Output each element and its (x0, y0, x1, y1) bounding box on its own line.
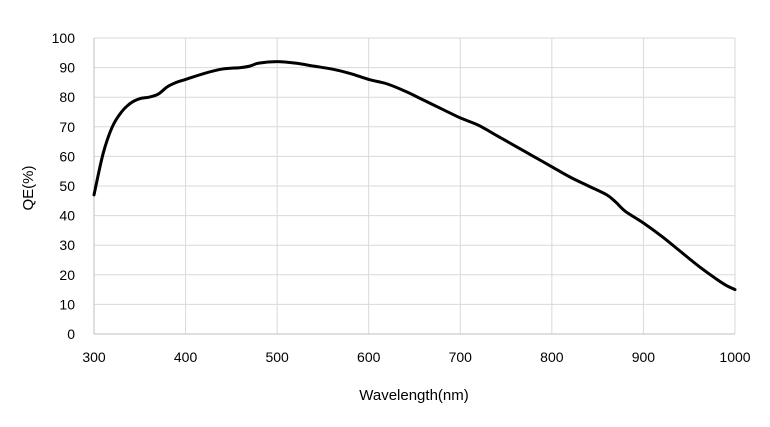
y-tick-label: 60 (59, 148, 75, 164)
y-tick-label: 100 (52, 30, 76, 46)
y-tick-label: 90 (59, 60, 75, 76)
y-tick-label: 10 (59, 296, 75, 312)
x-tick-label: 300 (82, 349, 106, 365)
x-tick-label: 800 (540, 349, 564, 365)
x-tick-label: 600 (357, 349, 381, 365)
x-tick-label: 500 (265, 349, 289, 365)
qe-series-line (92, 60, 737, 292)
x-tick-label: 400 (174, 349, 198, 365)
y-tick-label: 0 (67, 326, 75, 342)
tick-labels: 0 10 20 30 40 50 60 70 80 90 100 300 400 500 600 700 800… (52, 30, 751, 365)
series-layer (92, 60, 737, 292)
y-tick-label: 70 (59, 119, 75, 135)
x-tick-label: 700 (449, 349, 473, 365)
x-tick-label: 1000 (719, 349, 750, 365)
x-tick-label: 900 (632, 349, 656, 365)
y-tick-label: 80 (59, 89, 75, 105)
x-axis-label: Wavelength(nm) (359, 387, 468, 404)
y-tick-label: 50 (59, 178, 75, 194)
y-tick-label: 40 (59, 208, 75, 224)
grid-lines (94, 37, 736, 334)
axes (93, 38, 735, 335)
y-axis-label: QE(%) (20, 165, 37, 210)
y-tick-label: 30 (59, 237, 75, 253)
y-tick-label: 20 (59, 267, 75, 283)
